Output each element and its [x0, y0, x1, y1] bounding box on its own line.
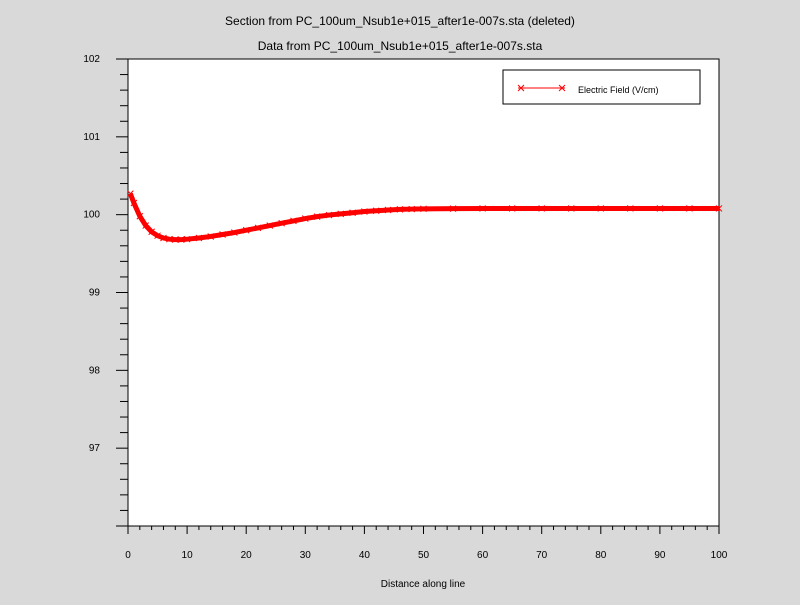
legend: Electric Field (V/cm) [502, 69, 701, 105]
data-point [337, 210, 345, 218]
x-tick-label: 100 [711, 550, 728, 561]
data-point [219, 231, 226, 238]
data-point [254, 224, 262, 232]
chart-subtitle: Data from PC_100um_Nsub1e+015_after1e-00… [258, 39, 543, 53]
x-tick-label: 40 [359, 550, 371, 561]
data-point [183, 235, 191, 243]
x-tick-label: 20 [241, 550, 253, 561]
x-tick-label: 80 [595, 550, 607, 561]
data-point [597, 205, 605, 212]
data-point [127, 190, 134, 198]
data-point [171, 236, 179, 243]
data-point [160, 234, 167, 242]
data-point [479, 205, 486, 212]
x-tick-label: 30 [300, 550, 312, 561]
data-point [231, 229, 238, 236]
legend-marker-left-icon [517, 84, 525, 92]
data-point [626, 205, 634, 212]
data-point [325, 211, 333, 219]
data-point [290, 217, 297, 225]
legend-marker-right-icon [558, 84, 566, 92]
data-point [408, 205, 416, 213]
y-tick-label: 100 [83, 210, 100, 221]
data-point [538, 205, 546, 212]
x-tick-label: 90 [654, 550, 666, 561]
x-tick-label: 10 [182, 550, 194, 561]
data-point [449, 205, 457, 212]
data-point [136, 212, 144, 220]
x-tick-label: 70 [536, 550, 548, 561]
data-point [242, 226, 250, 234]
x-axis-label: Distance along line [381, 579, 466, 590]
data-point [313, 213, 321, 220]
series-layer [127, 190, 723, 243]
data-point [266, 222, 274, 229]
y-tick-label: 101 [83, 132, 100, 143]
data-point [567, 205, 575, 212]
x-tick-label: 60 [477, 550, 489, 561]
data-point [154, 232, 161, 240]
y-tick-label: 99 [89, 288, 101, 299]
data-point [715, 205, 723, 212]
chart-title: Section from PC_100um_Nsub1e+015_after1e… [225, 14, 575, 28]
plot-area [127, 58, 720, 527]
data-point [396, 206, 404, 213]
data-point [301, 215, 309, 222]
data-point [142, 222, 150, 229]
data-point [177, 236, 185, 243]
data-point [349, 209, 356, 217]
x-tick-label: 0 [125, 550, 131, 561]
data-point [148, 228, 155, 236]
data-point [166, 235, 173, 243]
axes: 0 10 20 30 40 50 60 70 80 90 100 97 98 99 100 101 102 [83, 54, 727, 561]
data-point [130, 199, 138, 207]
data-point [278, 219, 286, 227]
data-point [195, 234, 203, 242]
data-point [372, 207, 380, 215]
y-tick-label: 97 [89, 443, 101, 454]
data-point [420, 205, 427, 213]
data-point [384, 206, 392, 214]
data-point [508, 205, 516, 212]
data-point [686, 205, 693, 212]
data-point [656, 205, 664, 212]
legend-box [502, 69, 701, 105]
x-tick-label: 50 [418, 550, 430, 561]
legend-label: Electric Field (V/cm) [578, 85, 659, 95]
y-tick-label: 98 [89, 365, 101, 376]
data-point [207, 233, 215, 240]
y-tick-label: 102 [83, 54, 100, 65]
data-point [361, 208, 368, 215]
